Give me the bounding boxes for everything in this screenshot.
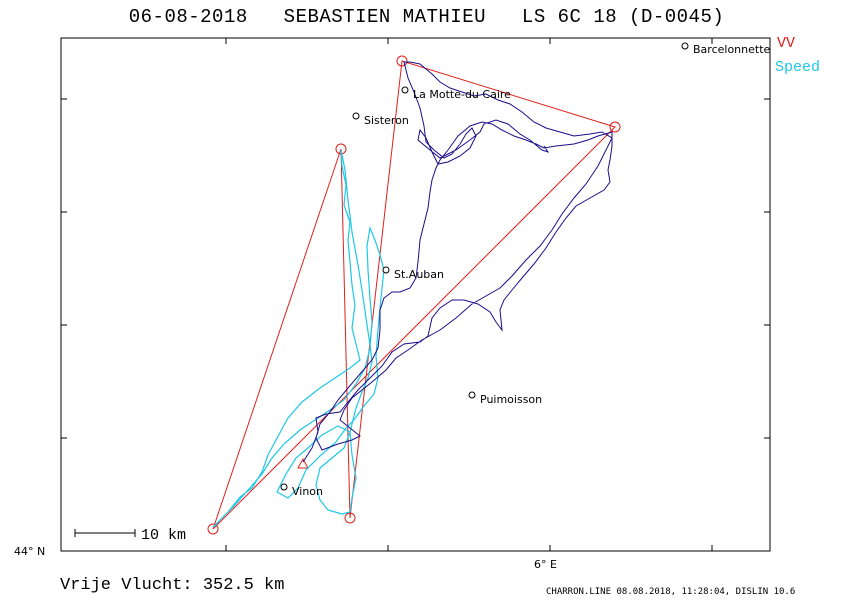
city-marker: [681, 42, 689, 50]
axis-ticks: [61, 38, 770, 552]
city-marker: [401, 86, 409, 94]
city-label-puimoisson: Puimoisson: [480, 393, 542, 406]
city-label-st-auban: St.Auban: [394, 268, 444, 281]
map-title: 06-08-2018 SEBASTIEN MATHIEU LS 6C 18 (D…: [0, 6, 853, 28]
task-route: [212, 60, 616, 530]
scale-bar: 10 km: [74, 527, 186, 544]
latitude-label: 44° N: [14, 545, 45, 558]
legend-speed: Speed: [775, 59, 820, 76]
turnpoint-marker: [609, 121, 621, 133]
city-label-vinon: Vinon: [292, 485, 323, 498]
software-credit: CHARRON.LINE 08.08.2018, 11:28:04, DISLI…: [546, 587, 796, 597]
city-label-la-motte-du-caire: La Motte-du Caire: [413, 88, 511, 101]
longitude-label: 6° E: [534, 558, 557, 571]
speed-track: [212, 149, 385, 528]
city-label-sisteron: Sisteron: [364, 114, 409, 127]
pilot-name: SEBASTIEN MATHIEU: [283, 6, 487, 28]
legend-vv: VV: [777, 35, 795, 52]
city-marker: [280, 483, 288, 491]
turnpoint-marker: [207, 523, 219, 535]
city-markers: [280, 42, 689, 491]
turnpoint-marker: [344, 512, 356, 524]
start-triangle: [297, 457, 309, 469]
gps-track: [302, 61, 613, 463]
city-marker: [468, 391, 476, 399]
map-frame: [60, 37, 771, 552]
turnpoint-marker: [396, 55, 408, 67]
turnpoints: [207, 55, 621, 535]
city-marker: [352, 112, 360, 120]
scale-label: 10 km: [141, 527, 186, 544]
flight-date: 06-08-2018: [128, 6, 248, 28]
city-marker: [382, 266, 390, 274]
city-label-barcelonnette: Barcelonnette: [693, 43, 771, 56]
distance-summary: Vrije Vlucht: 352.5 km: [60, 576, 285, 595]
glider-id: LS 6C 18 (D-0045): [521, 6, 725, 28]
